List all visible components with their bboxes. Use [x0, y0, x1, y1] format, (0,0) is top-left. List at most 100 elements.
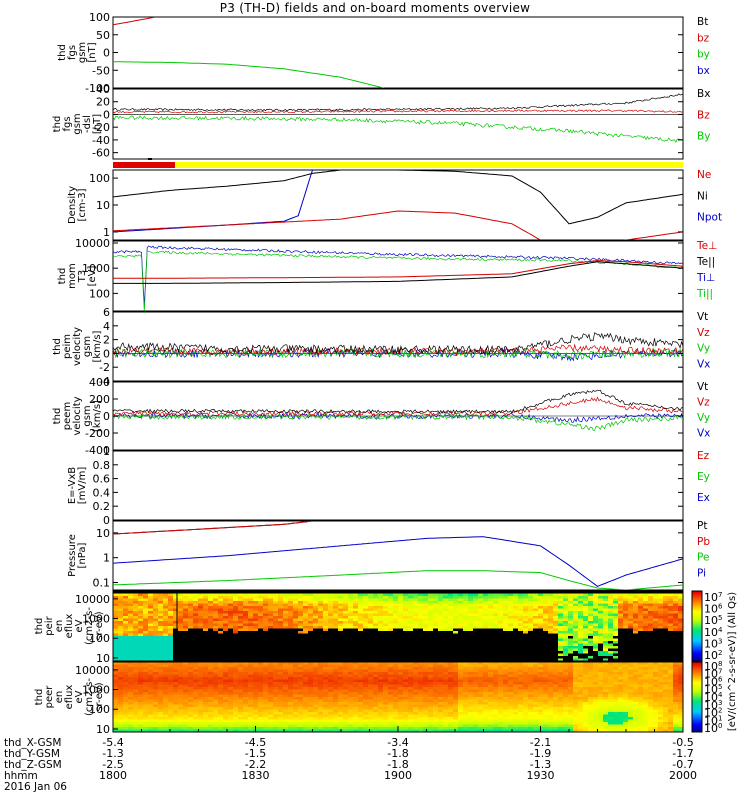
ytick-label: 0: [103, 347, 110, 360]
ytick-label: 0: [103, 410, 110, 423]
ylabel-line: (cm2-s-: [84, 607, 95, 645]
ytick-label: 100: [89, 11, 110, 24]
ytick-label: -100: [85, 82, 110, 95]
ylabel-line: Pressure: [67, 534, 78, 577]
legend-fgs_gsm-1: bz: [697, 32, 710, 44]
xrow-value: -4.5: [245, 736, 266, 749]
legend-peem_velocity-3: Vx: [697, 428, 710, 440]
ytick-label: 0: [103, 47, 110, 60]
ylabel-line: [nT]: [87, 42, 98, 62]
legend-peem_velocity-2: Vy: [697, 412, 710, 424]
series-fgs_gsm-by: [113, 61, 384, 88]
legend-peim_velocity-2: Vy: [697, 343, 710, 355]
panel-frame: [112, 240, 684, 312]
series-peem_velocity-Vx: [113, 412, 683, 423]
ylabel-line: [km/s]: [92, 330, 103, 362]
colorbar-label: [eV/(cm^2-s-sr-eV)] (All Qs): [727, 592, 738, 731]
colorbar-upper-tick: 107: [704, 591, 722, 604]
legend-pressure-3: Pi: [697, 567, 706, 579]
ytick-label: 100: [89, 287, 110, 300]
legend-mom_temp-0: Te⊥: [696, 240, 717, 252]
series-pressure-Pb: [113, 521, 313, 535]
legend-pressure-2: Pe: [697, 552, 709, 564]
ytick-label: 100: [89, 703, 110, 716]
colorbar-lower-tick: 103: [704, 699, 722, 712]
xrow-value: -1.3: [530, 758, 551, 771]
ylabel-line: [km/s]: [92, 400, 103, 432]
ylabel-line: peem: [62, 402, 73, 430]
ylabel-line: fgs: [67, 45, 78, 60]
ylabel-line: en: [54, 691, 65, 704]
ytick-label: 100: [89, 172, 110, 185]
xrow-value: -2.1: [530, 736, 551, 749]
colorbar-upper-frame: [691, 590, 703, 662]
xrow-value: -1.9: [530, 747, 551, 760]
ylabel-line: thd: [34, 618, 45, 635]
ylabel-line: peer: [44, 685, 55, 709]
colorbar: 1071061051041031021081071061051041031021…: [691, 590, 738, 735]
panel-peem_velocity: 400 200 0 -200 -400 thd peem velocity gsm [km/s] V…: [52, 376, 710, 457]
legend-density-1: Ni: [697, 190, 708, 202]
ytick-label: 0.2: [93, 500, 111, 513]
panel-fgs_gsm: 100 50 0 -50 -100 thd fgs gsm [nT] Bt bz by bx: [57, 11, 710, 95]
xrow-value: -5.4: [102, 736, 123, 749]
ytick-label: 10000: [75, 237, 110, 250]
ytick-label: -200: [85, 427, 110, 440]
ylabel-line: thd: [52, 408, 63, 425]
heatmap-cells: [113, 662, 684, 733]
xrow-value: 1930: [527, 769, 555, 782]
ytick-label: 1000: [82, 262, 110, 275]
ytick-label: -400: [85, 444, 110, 457]
heatmap-cells: [113, 591, 684, 662]
legend-efield-0: Ez: [697, 450, 710, 462]
colorbar-upper-tick: 103: [704, 638, 722, 651]
xrow-value: 1830: [242, 769, 270, 782]
panel-peir_spectrogram: 10000 1000 100 10 thd peir en eflux eV (cm2-s-sr-…: [34, 590, 684, 665]
ylabel-line: eflux: [64, 614, 75, 639]
panel-peer_spectrogram: 10000 1000 100 10 thd peer en eflux eV (cm2-s-sr-…: [34, 661, 684, 736]
series-peim_velocity-Vz: [113, 343, 683, 356]
xrow-value: 1900: [384, 769, 412, 782]
ytick-label: 1: [103, 226, 110, 239]
ylabel-line: fgs: [62, 116, 73, 131]
panel-frame: [112, 450, 684, 521]
panel-frame: [112, 520, 684, 591]
panel-frame: [112, 590, 684, 662]
chart-title: P3 (TH-D) fields and on-board moments ov…: [219, 1, 531, 15]
ytick-label: -40: [92, 134, 110, 147]
series-density-Ni: [113, 170, 683, 225]
ylabel-line: gsm: [77, 42, 88, 63]
legend-efield-1: Ey: [697, 471, 710, 483]
ylabel-line: -dsl: [82, 115, 93, 133]
legend-peim_velocity-0: Vt: [697, 311, 708, 323]
legend-mom_temp-2: Ti⊥: [696, 272, 715, 284]
ylabel-line: [cm-3]: [77, 188, 88, 221]
series-group: [113, 332, 683, 362]
colorbar-lower-tick: 104: [704, 691, 723, 704]
mode-bar-red: [113, 162, 175, 168]
panel-mom_temp: 10000 1000 100 thd mom T3 [eV] Te⊥ Te|| Ti⊥ Ti||: [57, 237, 717, 312]
ylabel-line: [mV/m]: [77, 467, 88, 505]
legend-fgs_gsm-3: bx: [697, 65, 710, 77]
colorbar-lower-tick: 108: [704, 660, 722, 673]
series-mom_temp-Tepar|: [113, 261, 683, 284]
legend-density-2: Npot: [697, 212, 722, 224]
ylabel-line: T3: [77, 270, 88, 283]
ylabel-line: thd: [57, 44, 68, 61]
ytick-label: -60: [92, 147, 110, 160]
ytick-label: 10: [96, 199, 110, 212]
colorbar-lower-tick: 100: [704, 722, 722, 735]
ytick-label: 10: [96, 652, 110, 665]
panel-frame: [112, 88, 684, 160]
x-axis: thd_X-GSM -5.4 -4.5 -3.4 -2.1 -0.5 thd_Y-GSM -1…: [4, 726, 697, 793]
series-peem_velocity-Vy: [113, 413, 683, 431]
colorbar-upper-tick: 104: [704, 626, 723, 639]
ytick-label: 100: [89, 632, 110, 645]
ytick-label: 4: [103, 320, 110, 333]
colorbar-lower-tick: 106: [704, 675, 723, 688]
ylabel-line: gsm: [72, 113, 83, 134]
series-fgs_gsm_dsl-Bx: [113, 93, 683, 112]
